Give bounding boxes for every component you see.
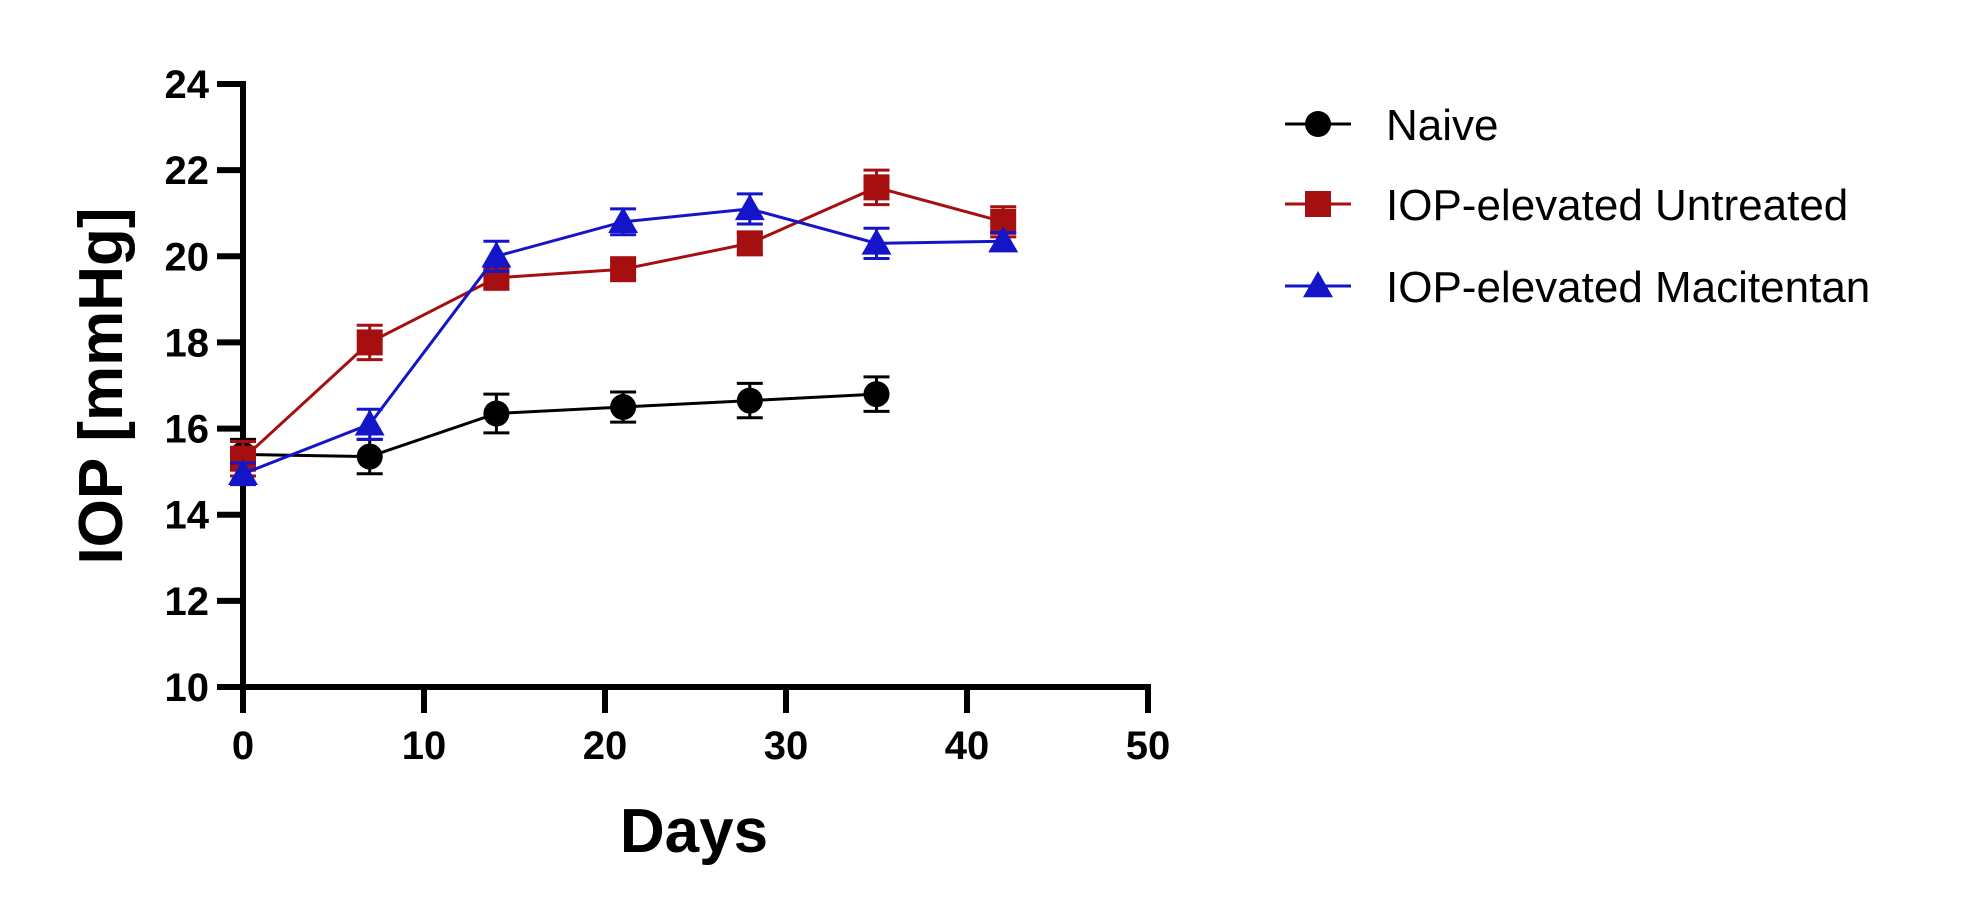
y-tick-label: 18 — [165, 321, 210, 365]
data-point-circle — [1305, 111, 1331, 137]
legend-label: Naive — [1386, 101, 1499, 150]
data-point-triangle — [988, 226, 1019, 253]
y-tick-label: 24 — [165, 63, 210, 107]
data-point-square — [610, 256, 637, 283]
series-line — [242, 392, 877, 459]
data-point-square — [736, 230, 763, 257]
x-tick-label: 50 — [1126, 724, 1171, 768]
y-tick-label: 16 — [165, 408, 210, 452]
data-point-triangle — [1303, 271, 1333, 298]
x-tick-label: 30 — [764, 724, 809, 768]
series-iop-elevated-macitentan — [228, 192, 1019, 487]
data-point-circle — [356, 443, 383, 470]
data-point-square — [863, 174, 890, 201]
x-axis-title: Days — [620, 797, 768, 866]
x-tick-label: 40 — [945, 724, 990, 768]
legend-label: IOP-elevated Untreated — [1386, 181, 1848, 230]
legend-entry: Naive — [1285, 101, 1499, 150]
plot-series — [228, 168, 1019, 487]
data-point-triangle — [861, 228, 892, 255]
data-point-square — [356, 329, 383, 356]
data-point-circle — [736, 387, 763, 414]
y-tick-label: 22 — [165, 149, 210, 193]
data-point-triangle — [228, 458, 258, 486]
legend: Naive IOP-elevated Untreated IOP-elevated … — [1285, 101, 1870, 312]
y-tick-label: 12 — [165, 580, 210, 624]
data-point-triangle — [354, 409, 385, 436]
x-tick-label: 0 — [232, 724, 254, 768]
y-tick-label: 20 — [165, 235, 210, 279]
series-naive — [230, 375, 890, 476]
data-point-circle — [610, 394, 637, 421]
x-tick-label: 20 — [583, 724, 628, 768]
data-point-circle — [483, 400, 510, 427]
data-point-square — [1305, 191, 1331, 217]
data-point-triangle — [481, 241, 512, 268]
legend-entry: IOP-elevated Untreated — [1285, 181, 1848, 230]
y-tick-label: 10 — [165, 666, 210, 710]
data-point-circle — [863, 381, 890, 408]
axes: 10 12 14 16 18 20 22 24 0 10 20 30 40 50 — [165, 63, 1171, 768]
x-tick-label: 10 — [402, 724, 447, 768]
legend-entry: IOP-elevated Macitentan — [1285, 263, 1870, 312]
y-axis-title: IOP [mmHg] — [67, 207, 136, 564]
legend-label: IOP-elevated Macitentan — [1386, 263, 1870, 312]
y-tick-label: 14 — [165, 494, 210, 538]
data-point-triangle — [608, 206, 639, 234]
data-point-triangle — [734, 193, 765, 221]
